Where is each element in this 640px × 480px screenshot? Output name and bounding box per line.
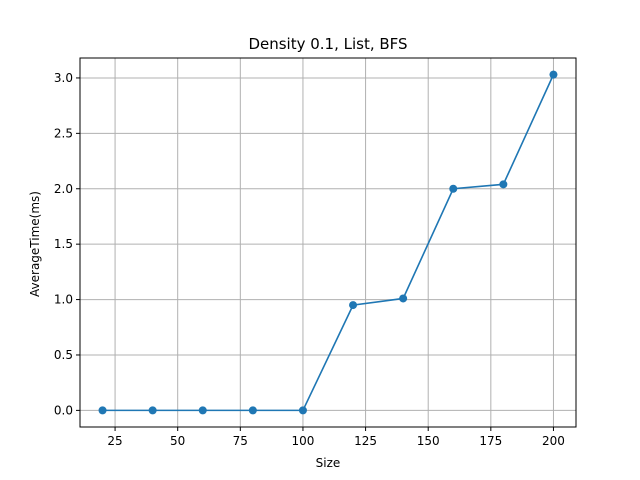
y-axis-ticks: 0.0 0.5 1.0 1.5 2.0 2.5 3.0	[54, 71, 80, 417]
data-point	[549, 70, 558, 79]
y-tick-label: 1.0	[54, 293, 73, 307]
data-point	[198, 406, 207, 415]
x-tick-label: 75	[233, 434, 248, 448]
x-tick-label: 200	[542, 434, 565, 448]
y-tick-label: 2.0	[54, 182, 73, 196]
data-point	[449, 184, 458, 193]
data-point	[148, 406, 157, 415]
chart-title: Density 0.1, List, BFS	[248, 35, 407, 53]
x-tick-label: 150	[417, 434, 440, 448]
x-tick-label: 125	[354, 434, 377, 448]
x-tick-label: 25	[107, 434, 122, 448]
data-point	[499, 180, 508, 189]
grid-lines	[80, 58, 576, 427]
x-tick-label: 175	[479, 434, 502, 448]
y-tick-label: 2.5	[54, 126, 73, 140]
x-tick-label: 50	[170, 434, 185, 448]
x-axis-label: Size	[316, 456, 341, 470]
series-line	[102, 74, 555, 412]
y-tick-label: 0.5	[54, 348, 73, 362]
data-point	[248, 406, 257, 415]
y-tick-label: 1.5	[54, 237, 73, 251]
data-point	[349, 301, 358, 310]
data-point	[298, 406, 307, 415]
x-tick-label: 100	[291, 434, 314, 448]
y-tick-label: 3.0	[54, 71, 73, 85]
plot-frame	[79, 57, 577, 428]
x-axis-ticks: 25 50 75 100 125 150 175 200	[107, 427, 565, 448]
data-point	[399, 294, 408, 303]
series-group	[98, 70, 558, 415]
data-point	[98, 406, 107, 415]
y-tick-label: 0.0	[54, 403, 73, 417]
y-axis-label: AverageTime(ms)	[28, 191, 42, 297]
